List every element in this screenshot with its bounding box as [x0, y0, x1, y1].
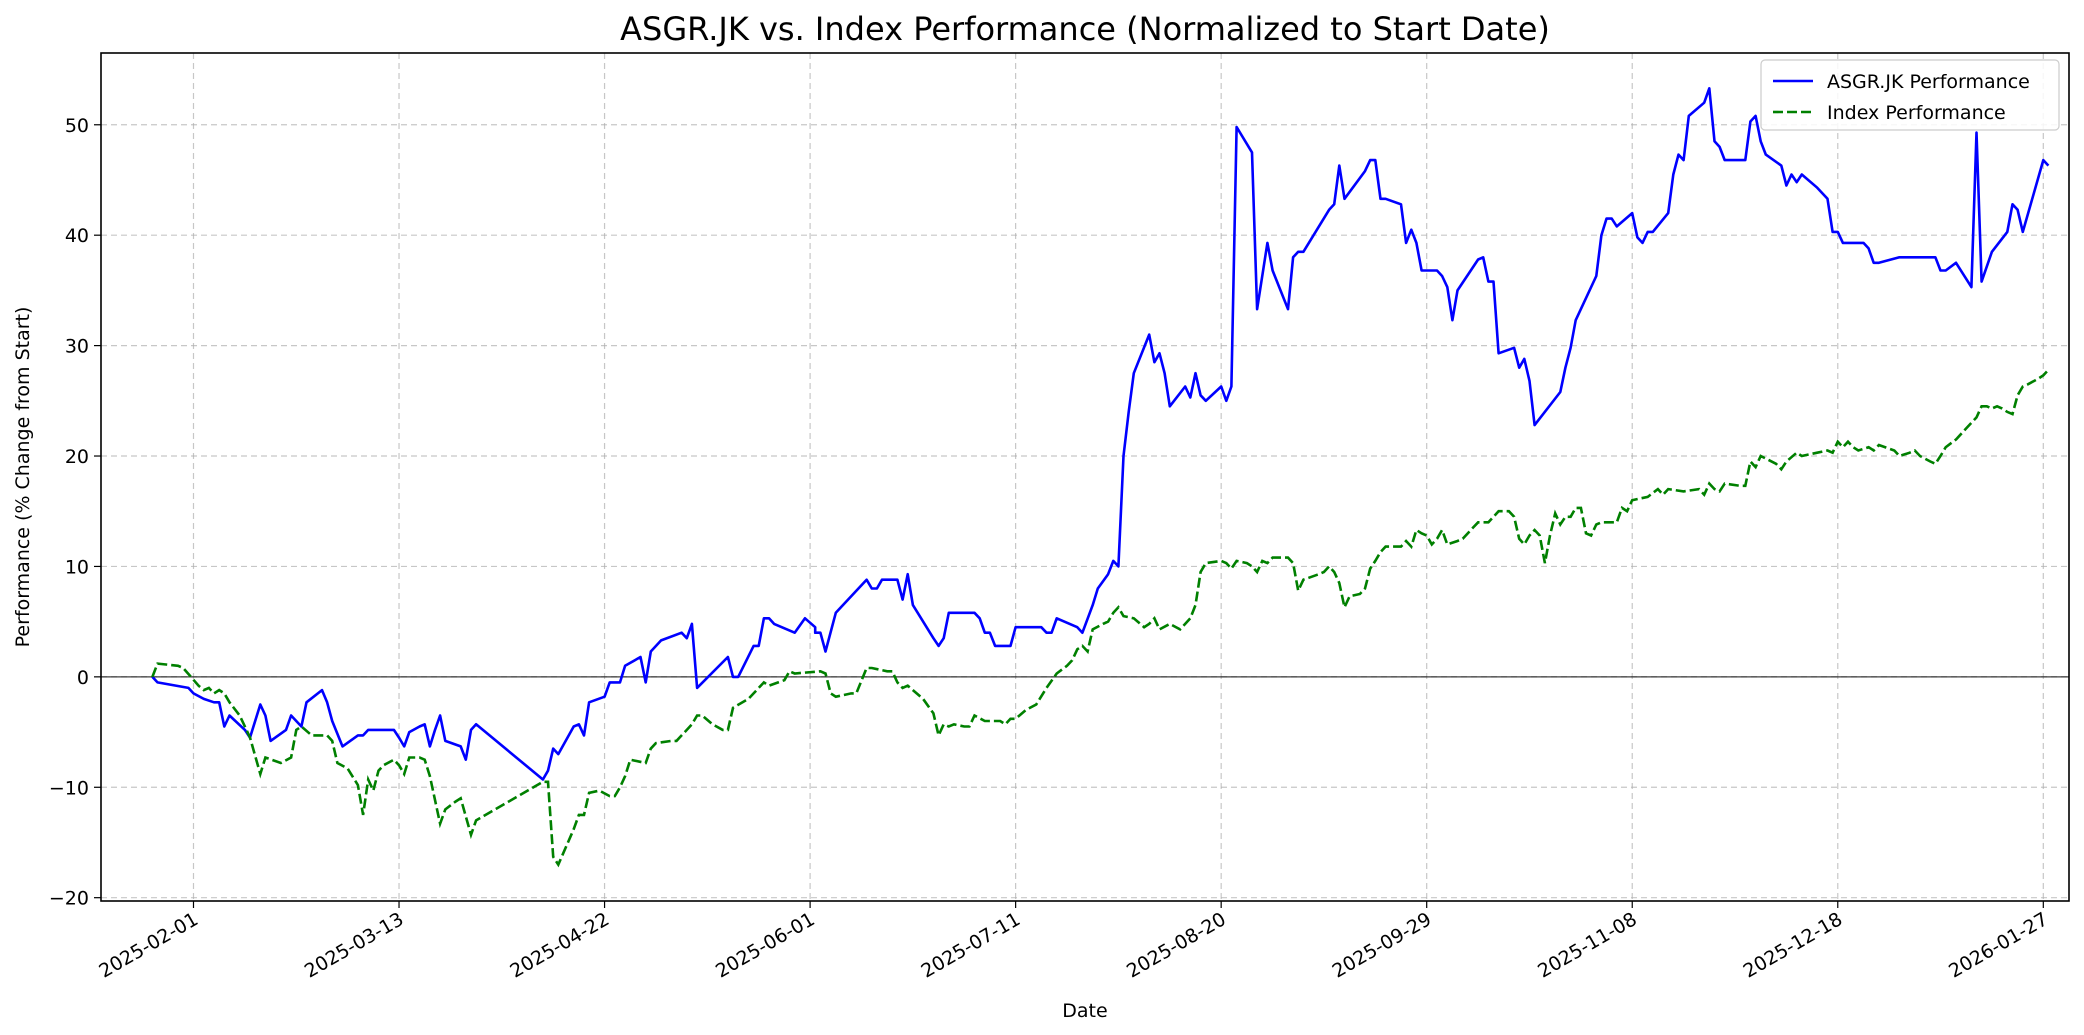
- chart-title: ASGR.JK vs. Index Performance (Normalize…: [620, 10, 1550, 48]
- y-tick-label: 20: [65, 446, 89, 468]
- legend-label: ASGR.JK Performance: [1827, 71, 2030, 93]
- axes-frame: [100, 52, 2070, 902]
- plot-area: [100, 52, 2070, 902]
- y-tick-label: 0: [77, 667, 89, 689]
- y-tick-label: −20: [49, 888, 89, 910]
- y-axis: −20 −10 0 10 20 30 40 50: [49, 115, 101, 910]
- x-axis-label: Date: [1062, 1000, 1107, 1022]
- y-axis-label: Performance (% Change from Start): [12, 307, 34, 648]
- y-tick-label: −10: [49, 777, 89, 799]
- y-tick-label: 30: [65, 336, 89, 358]
- y-tick-label: 40: [65, 225, 89, 247]
- legend-label: Index Performance: [1827, 102, 2006, 124]
- y-tick-label: 50: [65, 115, 89, 137]
- legend-box: [1760, 59, 2060, 131]
- legend: ASGR.JK Performance Index Performance: [1760, 59, 2060, 131]
- series-line-index: [151, 369, 2050, 868]
- series-layer: [151, 87, 2050, 868]
- y-tick-label: 10: [65, 556, 89, 578]
- series-line-asgr: [151, 87, 2050, 781]
